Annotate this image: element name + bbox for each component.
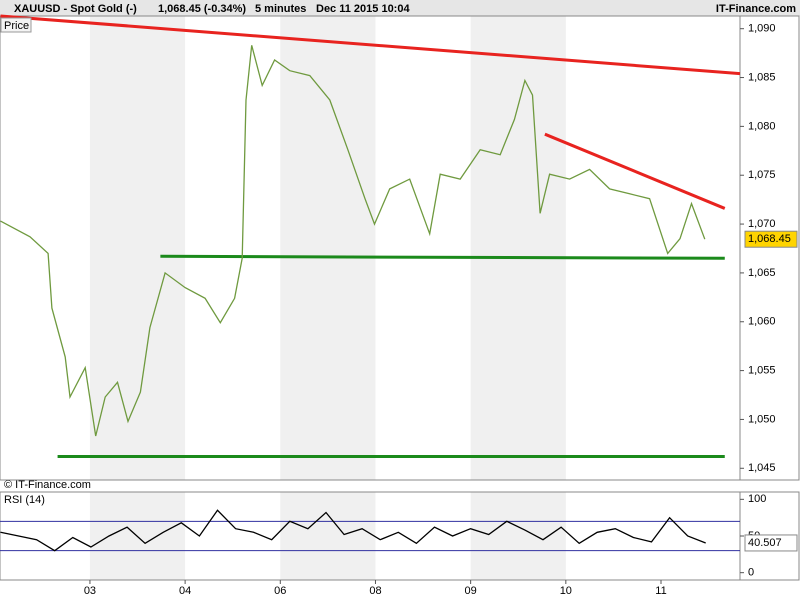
y-tick-label: 100 [748, 493, 766, 505]
panel-frame [0, 491, 800, 581]
y-tick-label: 1,060 [748, 316, 776, 328]
watermark: © IT-Finance.com [4, 479, 91, 491]
series-line [0, 45, 706, 437]
x-tick-label: 10 [560, 585, 572, 597]
y-tick-label: 1,065 [748, 267, 776, 279]
day-shade [470, 16, 566, 480]
panel-label: Price [4, 20, 29, 32]
trend-line [544, 132, 726, 210]
y-tick-label: 1,075 [748, 169, 776, 181]
x-tick-label: 08 [369, 585, 381, 597]
trend-line [0, 14, 741, 76]
last-value-label: 40.507 [748, 537, 782, 549]
y-tick-label: 0 [748, 567, 754, 579]
day-shade [470, 492, 566, 580]
rsi-title: RSI (14) [4, 494, 45, 506]
day-shade [280, 16, 376, 480]
last-value-box [744, 534, 798, 552]
trend-line [160, 254, 725, 260]
interval: 5 minutes [255, 3, 306, 15]
price-change: 1,068.45 (-0.34%) [158, 3, 246, 15]
day-shade [280, 492, 376, 580]
y-tick-label: 1,055 [748, 364, 776, 376]
y-tick-label: 1,080 [748, 120, 776, 132]
x-tick-label: 04 [179, 585, 191, 597]
series-line [0, 509, 706, 552]
panel-label-box [0, 17, 32, 33]
x-tick-label: 09 [465, 585, 477, 597]
x-tick-label: 11 [655, 585, 666, 597]
day-shade [89, 16, 186, 480]
timestamp: Dec 11 2015 10:04 [316, 3, 410, 15]
source: IT-Finance.com [716, 3, 796, 15]
plots: 03 04 06 08 09 10 11 1,045 1,050 1,055 1,060 1,065 1… [0, 14, 800, 597]
x-tick-label: 03 [84, 585, 96, 597]
title: XAUUSD - Spot Gold (-) [14, 3, 137, 15]
x-tick-label: 06 [274, 585, 286, 597]
panel-frame [0, 15, 800, 481]
y-tick-label: 1,070 [748, 218, 776, 230]
header-bar [0, 0, 800, 16]
y-tick-label: 1,045 [748, 462, 776, 474]
y-tick-label: 1,085 [748, 71, 776, 83]
last-value-box [744, 230, 798, 248]
y-tick-label: 1,090 [748, 23, 776, 35]
last-value-label: 1,068.45 [748, 233, 791, 245]
y-tick-label: 1,050 [748, 413, 776, 425]
